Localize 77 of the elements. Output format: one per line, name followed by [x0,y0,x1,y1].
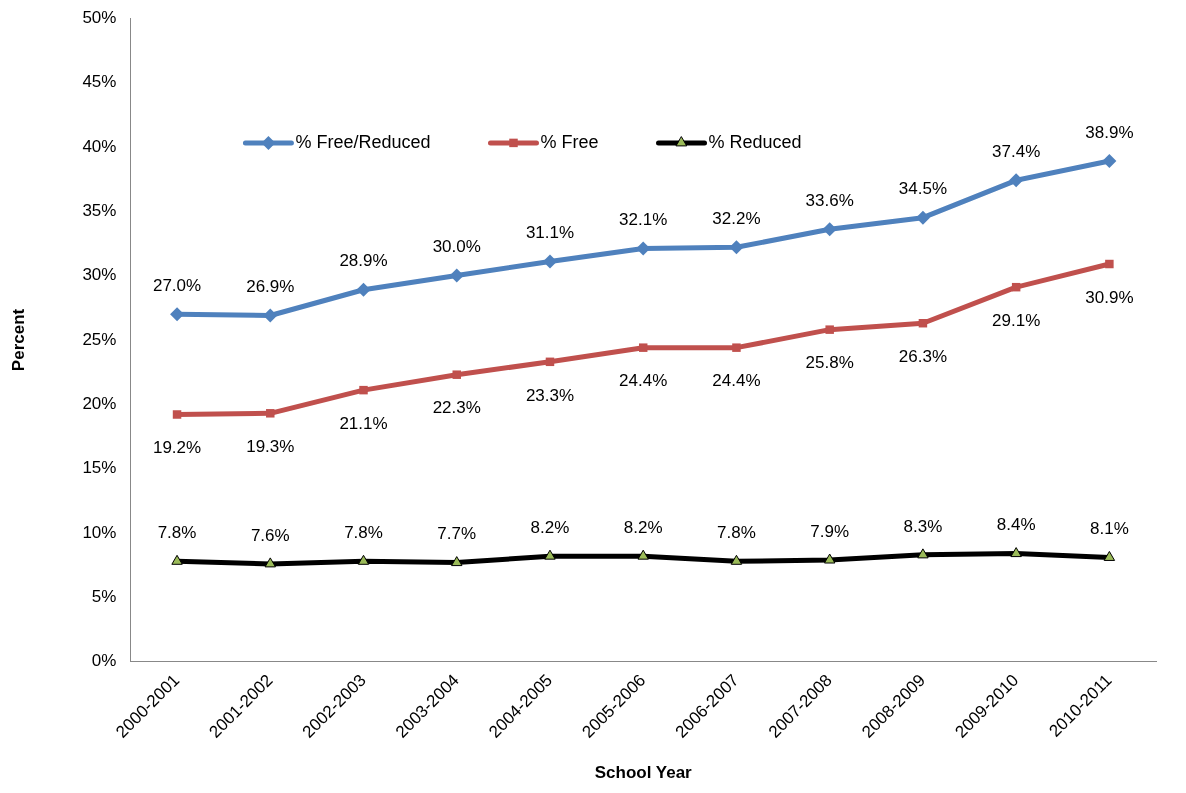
point [915,210,930,225]
data-label: 27.0% [152,275,202,295]
point [1009,173,1024,188]
data-label: 26.3% [898,346,948,366]
data-label: 7.8% [157,522,197,542]
point [1102,154,1117,169]
point [263,308,278,323]
y-tick-label: 40% [82,136,117,156]
data-label: 37.4% [992,142,1041,162]
y-tick-label: 10% [82,522,117,542]
data-label: 28.9% [339,251,388,271]
y-tick-label: 5% [91,587,117,607]
point [451,556,463,567]
data-label: 19.2% [152,438,202,458]
data-label: 19.3% [246,436,295,456]
point [729,240,744,255]
y-tick-label: 20% [82,393,117,413]
data-label: 8.2% [623,517,663,537]
point [264,557,276,568]
data-label: 7.6% [250,525,290,545]
data-label: 8.1% [1090,519,1129,539]
data-label: 8.4% [996,515,1036,535]
point [822,222,837,237]
point [732,343,741,352]
y-tick-label: 45% [82,72,117,92]
point [356,282,371,297]
point [917,548,929,559]
legend-label: % Reduced [708,131,802,152]
data-label: 8.2% [530,517,570,537]
y-axis-title: Percent [8,308,28,372]
data-label: 30.0% [432,237,481,257]
data-label: 7.8% [717,522,756,542]
data-label: 7.8% [344,522,383,542]
point [542,254,557,269]
data-label: 31.1% [525,223,575,243]
y-tick-label: 35% [82,200,117,220]
y-tick-label: 15% [82,458,117,478]
point [266,409,275,418]
point [172,410,182,419]
point [1010,547,1022,558]
point [1103,550,1116,561]
data-label: 22.3% [432,398,481,418]
point [730,554,743,565]
point [452,370,461,379]
data-label: 32.1% [619,210,668,230]
data-label: 8.3% [903,516,943,536]
data-label: 32.2% [712,208,761,228]
point [1105,259,1114,269]
data-label: 24.4% [712,371,761,391]
legend-label: % Free/Reduced [295,131,431,152]
y-tick-label: 50% [82,7,117,27]
data-label: 29.1% [992,310,1041,330]
point [449,268,464,283]
data-label: 34.5% [898,179,948,199]
data-label: 26.9% [246,277,295,297]
point [825,325,834,334]
data-label: 30.9% [1085,287,1134,307]
point [823,553,836,564]
point [544,549,556,560]
data-label: 25.8% [805,353,854,373]
data-label: 21.1% [339,413,388,433]
data-label: 24.4% [619,371,668,391]
point [638,343,648,352]
legend-label: % Free [540,131,599,152]
y-tick-label: 25% [82,329,117,349]
point [357,554,370,565]
point [171,554,183,565]
data-label: 7.9% [810,521,850,541]
y-tick-label: 0% [91,651,117,671]
point [637,549,649,560]
x-axis-title: School Year [594,763,693,783]
y-tick-label: 30% [82,265,117,285]
data-label: 38.9% [1085,122,1134,142]
data-label: 7.7% [437,524,477,544]
point [359,385,368,395]
data-label: 33.6% [805,190,854,210]
data-label: 23.3% [525,385,575,405]
